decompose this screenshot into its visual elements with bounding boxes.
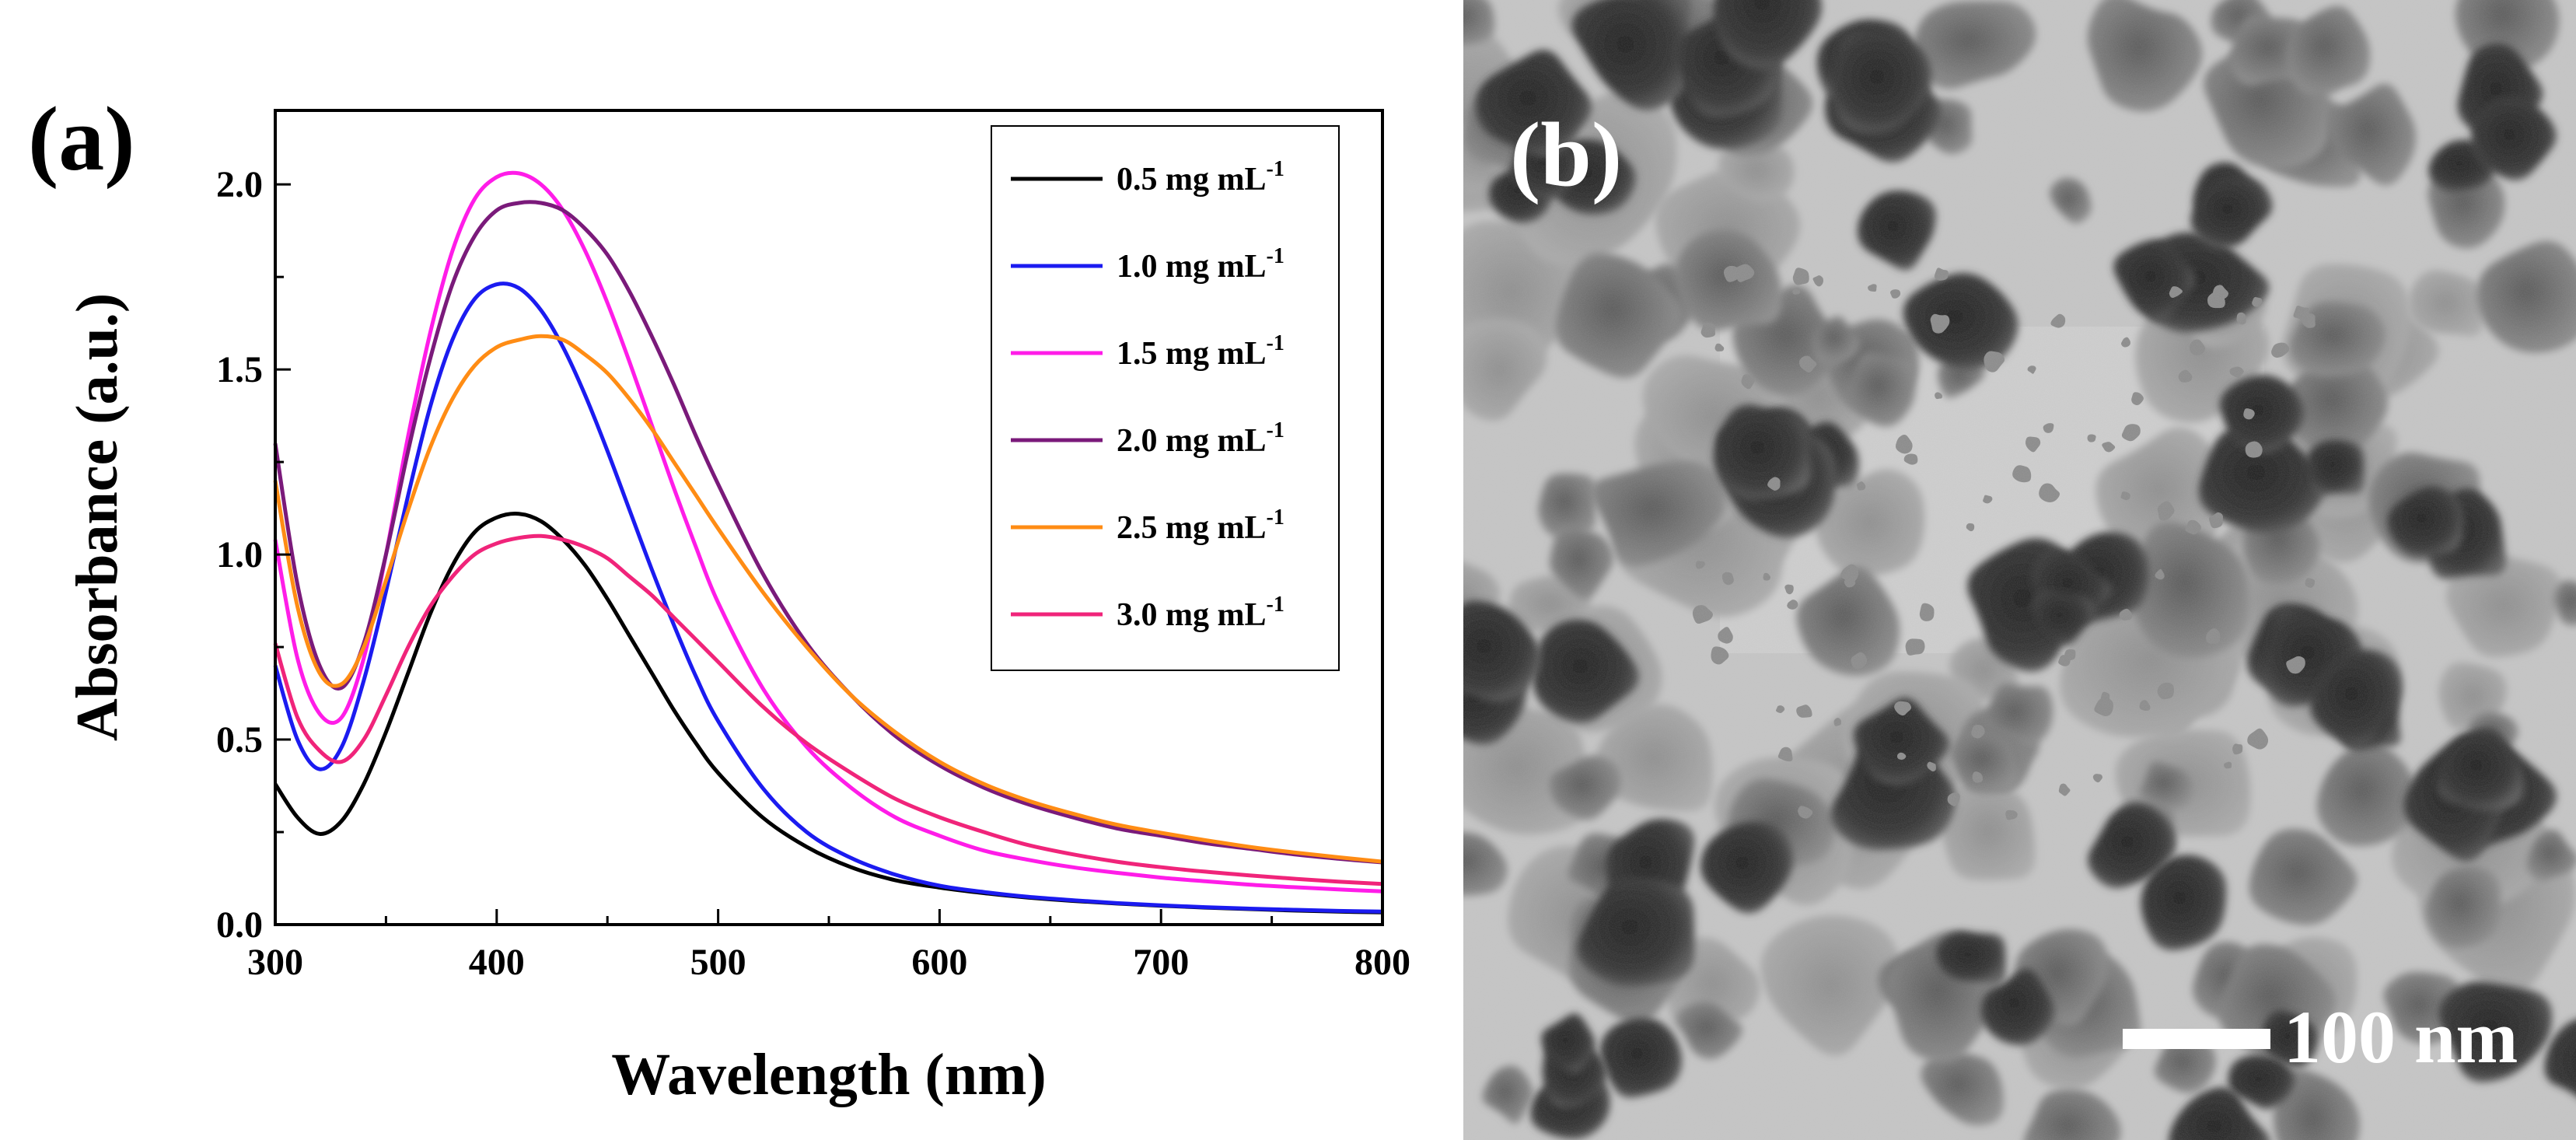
x-tick-label: 800: [1354, 942, 1410, 983]
legend-label: 3.0 mg mL-1: [1117, 593, 1285, 633]
legend-label: 1.5 mg mL-1: [1117, 331, 1285, 372]
y-tick-label: 1.0: [216, 534, 263, 575]
y-tick-label: 0.5: [216, 719, 263, 761]
series-line-4: [273, 200, 1383, 865]
series-line-6: [273, 533, 1383, 886]
legend-label: 2.5 mg mL-1: [1117, 505, 1285, 546]
x-tick-label: 400: [469, 942, 525, 983]
y-tick-label: 0.0: [216, 904, 263, 946]
x-tick-label: 700: [1133, 942, 1189, 983]
x-axis-label: Wavelength (nm): [611, 1042, 1046, 1107]
tem-image: (b) 100 nm: [1463, 0, 2576, 1140]
y-tick-label: 2.0: [216, 164, 263, 205]
series-lines: [273, 170, 1383, 914]
x-tick-label: 300: [247, 942, 303, 983]
axis-tick-labels: 300 400 500 600 700 800 0.0 0.5 1.0 1.5 2.0: [216, 164, 1410, 983]
legend-label: 2.0 mg mL-1: [1117, 418, 1285, 459]
series-line-5: [273, 334, 1383, 864]
scale-bar-label: 100 nm: [2284, 995, 2518, 1079]
tem-grain: [1463, 0, 2576, 1140]
legend-item: 2.0 mg mL-1: [1011, 418, 1285, 459]
panel-label-b: (b): [1510, 103, 1623, 205]
panel-label-a: (a): [28, 88, 135, 190]
legend-box: [991, 125, 1340, 671]
legend-label: 1.0 mg mL-1: [1117, 244, 1285, 285]
legend-item: 1.5 mg mL-1: [1011, 331, 1285, 372]
legend-item: 2.5 mg mL-1: [1011, 505, 1285, 546]
absorbance-chart: 300 400 500 600 700 800 0.0 0.5 1.0 1.5 2.0 Wavele…: [65, 109, 1410, 1107]
x-tick-label: 500: [690, 942, 746, 983]
legend: 0.5 mg mL-1 1.0 mg mL-1 1.5 mg mL-1 2.0 mg …: [991, 125, 1340, 671]
x-tick-label: 600: [911, 942, 967, 983]
legend-item: 1.0 mg mL-1: [1011, 244, 1285, 285]
scale-bar: 100 nm: [2123, 1000, 2535, 1075]
y-axis-label: Absorbance (a.u.): [65, 293, 130, 741]
axis-ticks: [274, 183, 1384, 926]
tem-micrograph-illustration: [1463, 0, 2576, 1140]
scale-bar-line: [2123, 1029, 2270, 1049]
legend-items: 0.5 mg mL-1 1.0 mg mL-1 1.5 mg mL-1 2.0 mg …: [1011, 157, 1285, 633]
legend-item: 3.0 mg mL-1: [1011, 593, 1285, 633]
legend-item: 0.5 mg mL-1: [1011, 157, 1285, 198]
legend-label: 0.5 mg mL-1: [1117, 157, 1285, 198]
y-tick-label: 1.5: [216, 349, 263, 390]
